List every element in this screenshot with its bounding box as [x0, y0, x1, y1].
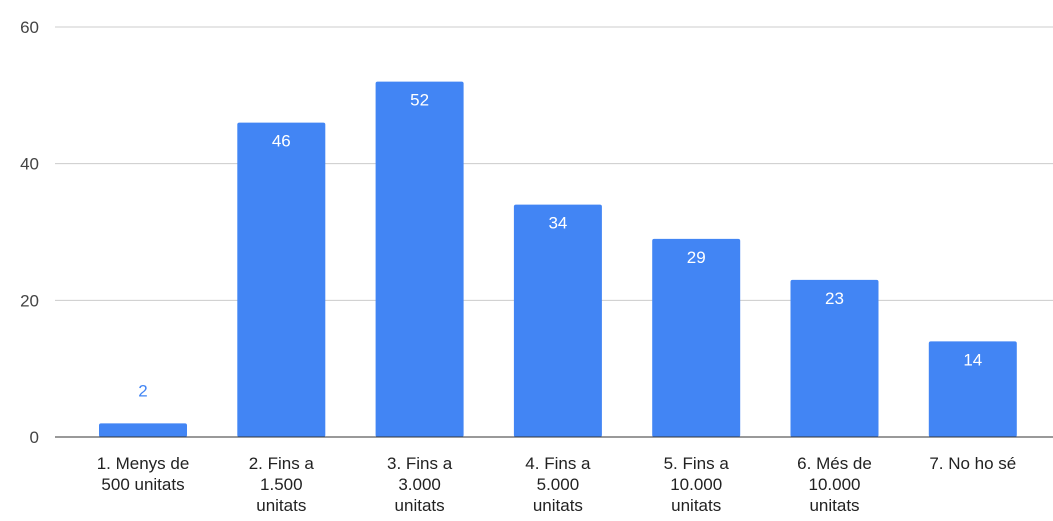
data-label: 14: [963, 350, 982, 369]
data-label: 2: [138, 381, 147, 400]
x-category-label: 4. Fins a 5.000 unitats: [525, 454, 591, 515]
x-category-label: 1. Menys de 500 unitats: [97, 454, 190, 494]
y-tick-label: 0: [30, 428, 39, 447]
bar: [237, 122, 326, 438]
bar: [99, 423, 187, 437]
bars: [99, 81, 1017, 438]
x-category-label: 6. Més de 10.000 unitats: [797, 454, 872, 515]
bar: [513, 204, 602, 437]
bar: [652, 238, 741, 437]
data-label: 29: [687, 248, 706, 267]
x-category-label: 7. No ho sé: [929, 454, 1016, 473]
x-axis-labels: 1. Menys de 500 unitats 2. Fins a 1.500 unit…: [97, 454, 1017, 515]
data-labels: 2 46 52 34 29 23 14: [138, 91, 982, 401]
bar: [928, 341, 1017, 437]
y-axis-ticks: 0 20 40 60: [20, 18, 39, 447]
bar: [375, 81, 464, 438]
data-label: 46: [272, 132, 291, 151]
data-label: 52: [410, 91, 429, 110]
y-tick-label: 40: [20, 155, 39, 174]
data-label: 34: [548, 214, 567, 233]
x-category-label: 3. Fins a 3.000 unitats: [387, 454, 453, 515]
x-category-label: 5. Fins a 10.000 unitats: [664, 454, 730, 515]
y-tick-label: 20: [20, 291, 39, 310]
bar: [790, 279, 879, 437]
y-tick-label: 60: [20, 18, 39, 37]
x-category-label: 2. Fins a 1.500 unitats: [249, 454, 315, 515]
data-label: 23: [825, 289, 844, 308]
